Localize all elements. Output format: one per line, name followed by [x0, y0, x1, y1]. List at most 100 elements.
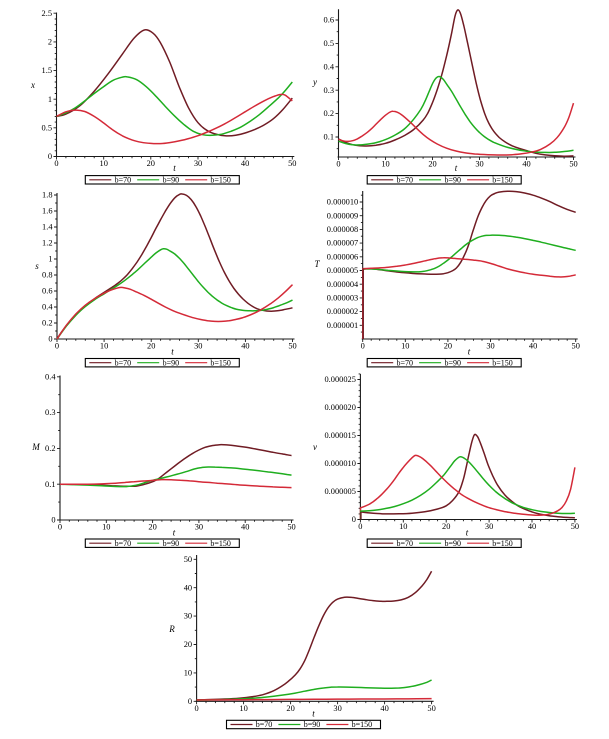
svg-text:10: 10 — [381, 160, 389, 169]
svg-text:0.000006: 0.000006 — [327, 252, 358, 261]
svg-text:50: 50 — [288, 159, 296, 168]
svg-text:30: 30 — [475, 160, 483, 169]
svg-text:20: 20 — [442, 522, 450, 531]
svg-text:0: 0 — [51, 516, 55, 525]
svg-text:40: 40 — [529, 342, 537, 351]
svg-text:b=90: b=90 — [163, 539, 180, 548]
svg-text:1.6: 1.6 — [42, 207, 52, 216]
svg-text:b=70: b=70 — [397, 176, 414, 185]
svg-text:30: 30 — [194, 159, 202, 168]
svg-text:b=150: b=150 — [352, 720, 373, 729]
svg-text:50: 50 — [427, 704, 435, 713]
svg-text:0.000005: 0.000005 — [327, 266, 358, 275]
svg-text:20: 20 — [286, 704, 294, 713]
svg-text:50: 50 — [287, 523, 295, 532]
svg-text:30: 30 — [485, 522, 493, 531]
svg-text:10: 10 — [102, 523, 110, 532]
svg-text:50: 50 — [184, 555, 192, 564]
svg-text:10: 10 — [100, 159, 108, 168]
svg-text:0: 0 — [48, 335, 52, 344]
svg-text:2.5: 2.5 — [42, 9, 52, 18]
svg-text:0: 0 — [188, 697, 192, 706]
svg-text:0.000003: 0.000003 — [327, 294, 358, 303]
svg-text:0.4: 0.4 — [45, 372, 56, 381]
svg-text:30: 30 — [184, 612, 192, 621]
svg-text:0.5: 0.5 — [324, 39, 334, 48]
svg-text:40: 40 — [528, 522, 536, 531]
svg-text:T: T — [314, 259, 320, 269]
svg-text:30: 30 — [486, 342, 494, 351]
svg-text:b=90: b=90 — [163, 176, 180, 185]
svg-text:b=150: b=150 — [210, 539, 231, 548]
svg-text:40: 40 — [380, 704, 388, 713]
svg-text:t: t — [466, 528, 469, 538]
svg-text:0.000001: 0.000001 — [327, 321, 358, 330]
svg-text:0: 0 — [55, 342, 59, 351]
svg-text:t: t — [171, 347, 174, 357]
svg-text:30: 30 — [195, 523, 203, 532]
svg-text:1: 1 — [48, 255, 52, 264]
svg-text:b=70: b=70 — [397, 539, 414, 548]
svg-text:40: 40 — [241, 342, 249, 351]
svg-text:0.000002: 0.000002 — [327, 307, 358, 316]
svg-text:b=70: b=70 — [397, 358, 414, 367]
svg-text:0.2: 0.2 — [45, 444, 55, 453]
svg-text:t: t — [468, 347, 471, 357]
svg-text:0.000007: 0.000007 — [327, 239, 358, 248]
svg-text:0.000004: 0.000004 — [327, 280, 359, 289]
svg-text:b=70: b=70 — [115, 176, 132, 185]
svg-text:0.6: 0.6 — [42, 287, 52, 296]
svg-text:20: 20 — [147, 159, 155, 168]
svg-text:20: 20 — [147, 342, 155, 351]
svg-text:0.4: 0.4 — [324, 62, 335, 71]
svg-text:0.6: 0.6 — [324, 16, 334, 25]
svg-text:0.000025: 0.000025 — [324, 375, 355, 384]
svg-text:50: 50 — [288, 342, 296, 351]
svg-text:b=150: b=150 — [492, 539, 513, 548]
svg-text:20: 20 — [428, 160, 436, 169]
svg-text:1.2: 1.2 — [42, 239, 52, 248]
svg-text:t: t — [173, 163, 176, 173]
svg-text:0.000005: 0.000005 — [324, 487, 355, 496]
svg-text:b=90: b=90 — [445, 358, 462, 367]
svg-text:0.000010: 0.000010 — [324, 459, 355, 468]
svg-text:R: R — [168, 624, 175, 634]
svg-text:0: 0 — [48, 152, 52, 161]
svg-text:b=70: b=70 — [115, 539, 132, 548]
svg-text:0.000015: 0.000015 — [324, 431, 355, 440]
svg-text:20: 20 — [184, 640, 192, 649]
svg-text:30: 30 — [194, 342, 202, 351]
svg-text:0.5: 0.5 — [42, 123, 52, 132]
svg-text:b=90: b=90 — [163, 358, 180, 367]
svg-text:10: 10 — [100, 342, 108, 351]
svg-text:v: v — [313, 442, 317, 452]
svg-text:0.4: 0.4 — [42, 303, 53, 312]
svg-text:b=150: b=150 — [210, 176, 231, 185]
svg-text:b=150: b=150 — [492, 176, 513, 185]
svg-text:0.3: 0.3 — [45, 408, 55, 417]
svg-text:40: 40 — [241, 159, 249, 168]
svg-text:0: 0 — [358, 522, 362, 531]
svg-text:0.000010: 0.000010 — [327, 198, 358, 207]
svg-text:10: 10 — [401, 342, 409, 351]
svg-text:0.8: 0.8 — [42, 271, 52, 280]
svg-text:0.1: 0.1 — [45, 480, 55, 489]
svg-text:40: 40 — [184, 583, 192, 592]
svg-text:b=70: b=70 — [115, 358, 132, 367]
svg-text:0.000020: 0.000020 — [324, 403, 355, 412]
svg-text:40: 40 — [241, 523, 249, 532]
svg-text:50: 50 — [572, 342, 580, 351]
svg-text:0: 0 — [361, 342, 365, 351]
svg-text:40: 40 — [522, 160, 530, 169]
svg-text:y: y — [312, 77, 317, 87]
svg-text:0: 0 — [54, 159, 58, 168]
svg-text:b=90: b=90 — [445, 539, 462, 548]
svg-text:b=150: b=150 — [210, 358, 231, 367]
svg-text:1.8: 1.8 — [42, 191, 52, 200]
svg-text:0: 0 — [352, 515, 356, 524]
svg-text:0: 0 — [336, 160, 340, 169]
svg-text:0: 0 — [195, 704, 199, 713]
svg-text:30: 30 — [333, 704, 341, 713]
svg-text:10: 10 — [184, 669, 192, 678]
svg-text:s: s — [35, 261, 39, 271]
